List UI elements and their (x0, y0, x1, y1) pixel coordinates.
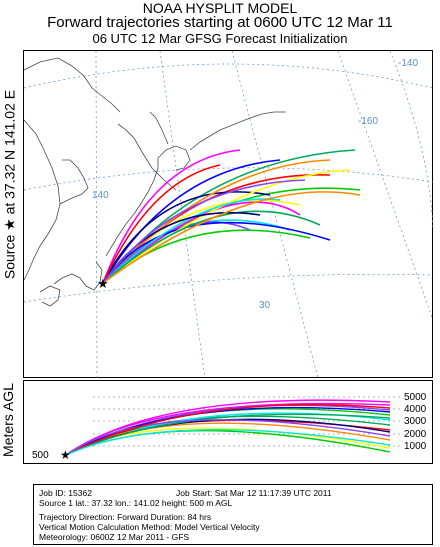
height-trajectory-path (65, 413, 391, 456)
height-tick-labels: 5000 4000 3000 2000 1000 (404, 392, 427, 452)
vertical-motion-method: Vertical Motion Calculation Method: Mode… (39, 522, 260, 532)
height-tick-1000: 1000 (404, 441, 427, 452)
coastlines (23, 57, 286, 307)
job-id: Job ID: 15362 (39, 488, 92, 498)
height-tick-4000: 4000 (404, 404, 427, 415)
lat-label-30: 30 (259, 300, 271, 311)
lon-label-140: 140 (92, 190, 109, 201)
meteorology-subtitle: 06 UTC 12 Mar GFSG Forecast Initializati… (92, 31, 348, 46)
trajectory-path (102, 169, 351, 284)
lon-label-minus140: -140 (398, 58, 418, 69)
info-box (33, 484, 433, 545)
run-title: Forward trajectories starting at 0600 UT… (47, 14, 393, 31)
height-panel-frame (23, 380, 433, 464)
height-trajectory-path (65, 399, 391, 456)
source-star-map: ★ (97, 277, 109, 292)
trajectory-path (102, 159, 281, 284)
trajectory-path (102, 191, 271, 284)
job-start: Job Start: Sat Mar 12 11:17:39 UTC 2011 (176, 488, 332, 498)
height-trajectory-path (65, 429, 391, 456)
lon-label-minus160: -160 (358, 116, 378, 127)
map-graticule (23, 50, 434, 379)
meteorology-info: Meteorology: 0600Z 12 Mar 2011 - GFS (39, 532, 190, 542)
trajectory-path (102, 221, 331, 284)
trajectory-path (102, 221, 251, 284)
source-info: Source 1 lat.: 37.32 lon.: 141.02 height… (39, 498, 233, 508)
height-tick-2000: 2000 (404, 429, 427, 440)
height-tick-3000: 3000 (404, 416, 427, 427)
trajectory-path (102, 164, 221, 284)
height-trajectory-path (65, 404, 391, 456)
map-trajectories (102, 149, 361, 284)
height-trajectories (65, 399, 391, 456)
trajectory-direction: Trajectory Direction: Forward Duration: … (39, 512, 212, 522)
trajectory-path (102, 149, 356, 284)
height-tick-5000: 5000 (404, 392, 427, 403)
model-title: NOAA HYSPLIT MODEL (142, 0, 298, 16)
start-height-label: 500 (32, 450, 49, 461)
trajectory-path (102, 191, 361, 284)
trajectory-path (102, 179, 306, 284)
map-frame (23, 50, 433, 378)
source-star-height: ★ (60, 448, 71, 462)
trajectory-path (102, 149, 241, 284)
height-trajectory-path (65, 419, 391, 456)
trajectory-path (102, 201, 301, 284)
